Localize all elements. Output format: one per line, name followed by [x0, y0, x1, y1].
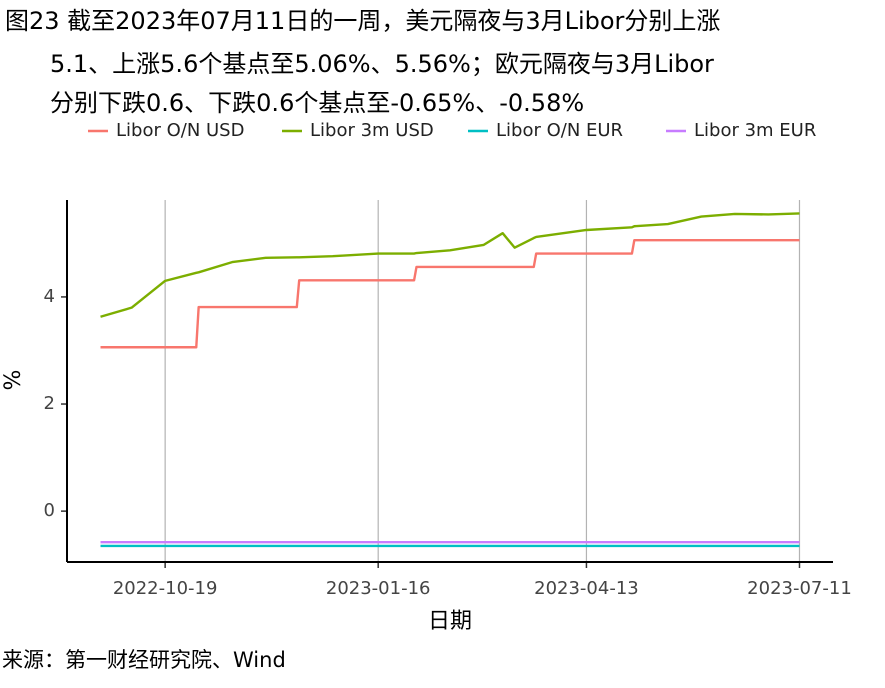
chart-title: 分别下跌0.6、下跌0.6个基点至-0.65%、-0.58% — [50, 89, 584, 117]
source: 来源：第一财经研究院、Wind — [2, 648, 286, 672]
legend-label: Libor 3m EUR — [694, 120, 816, 141]
legend-label: Libor O/N EUR — [496, 120, 623, 141]
y-axis-title: % — [1, 370, 26, 391]
data-line — [100, 212, 800, 318]
legend-label: Libor O/N USD — [116, 120, 244, 141]
x-tick-label: 2023-07-11 — [747, 578, 852, 599]
y-tick-label: 0 — [44, 500, 55, 521]
chart-title: 图23 截至2023年07月11日的一周，美元隔夜与3月Libor分别上涨 — [5, 7, 720, 35]
y-tick-label: 4 — [44, 286, 55, 307]
x-axis-title: 日期 — [428, 609, 472, 634]
y-tick-label: 2 — [44, 393, 55, 414]
x-tick-label: 2023-04-13 — [534, 578, 639, 599]
chart-title: 5.1、上涨5.6个基点至5.06%、5.56%；欧元隔夜与3月Libor — [50, 50, 714, 78]
data-line — [100, 238, 800, 349]
x-tick-label: 2022-10-19 — [113, 578, 218, 599]
legend-label: Libor 3m USD — [310, 120, 434, 141]
x-tick-label: 2023-01-16 — [326, 578, 431, 599]
